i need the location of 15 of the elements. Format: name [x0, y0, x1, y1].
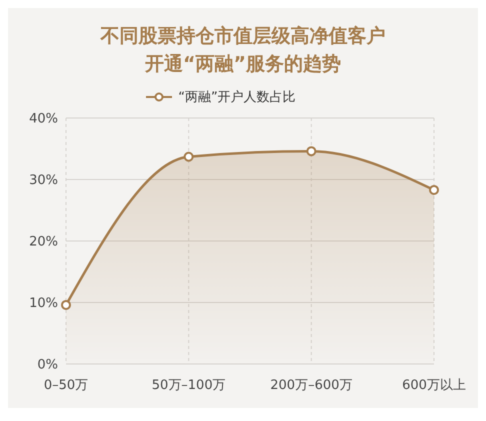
point — [306, 146, 316, 156]
y-tick-label: 30% — [29, 173, 58, 188]
x-tick-label: 0–50万 — [44, 378, 88, 394]
y-tick-label: 20% — [29, 234, 58, 250]
y-tick-label: 10% — [29, 296, 58, 312]
x-tick-label: 600万以上 — [402, 378, 466, 394]
legend-label: “两融”开户人数占比 — [177, 89, 296, 106]
point — [429, 184, 439, 195]
point — [184, 152, 194, 162]
y-tick-label: 0% — [37, 358, 58, 373]
x-tick-label: 200万–600万 — [270, 378, 352, 394]
x-tick-label: 50万–100万 — [152, 378, 226, 394]
point — [61, 300, 71, 310]
chart-title: 不同股票持仓市值层级高净值客户开通“两融”服务的趋势 — [99, 24, 386, 77]
y-tick-label: 40% — [29, 112, 58, 127]
